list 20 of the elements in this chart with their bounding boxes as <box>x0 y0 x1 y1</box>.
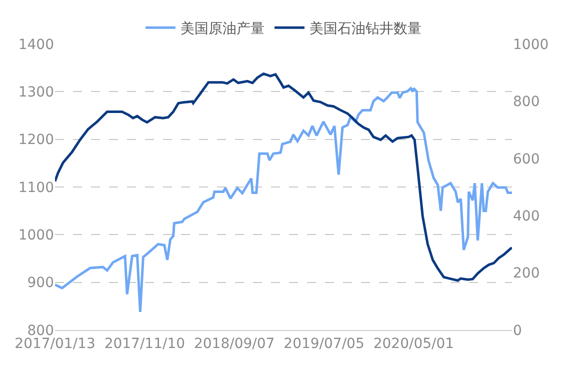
y2-tick-label: 200 <box>513 266 540 282</box>
line-series <box>55 87 512 314</box>
y2-tick-label: 1000 <box>513 36 549 53</box>
y2-tick-label: 400 <box>513 208 540 224</box>
x-tick-label: 2017/11/10 <box>104 336 186 352</box>
y2-tick-label: 800 <box>513 94 540 110</box>
y-tick-label: 900 <box>27 275 54 292</box>
y-tick-label: 1200 <box>18 132 54 148</box>
legend-label: 美国原油产量 <box>180 21 264 38</box>
y-tick-label: 1000 <box>18 228 54 244</box>
y2-tick-label: 600 <box>513 151 540 168</box>
x-tick-label: 2020/05/01 <box>373 336 454 352</box>
y-tick-label: 1300 <box>18 84 54 101</box>
x-tick-label: 2019/07/05 <box>284 336 364 352</box>
y-tick-label: 1400 <box>18 36 54 53</box>
y-tick-label: 1100 <box>18 180 54 196</box>
line-series <box>55 72 512 282</box>
x-tick-label: 2018/09/07 <box>194 336 275 352</box>
legend-label: 美国石油钻井数量 <box>310 21 422 38</box>
y2-tick-label: 0 <box>513 322 522 339</box>
